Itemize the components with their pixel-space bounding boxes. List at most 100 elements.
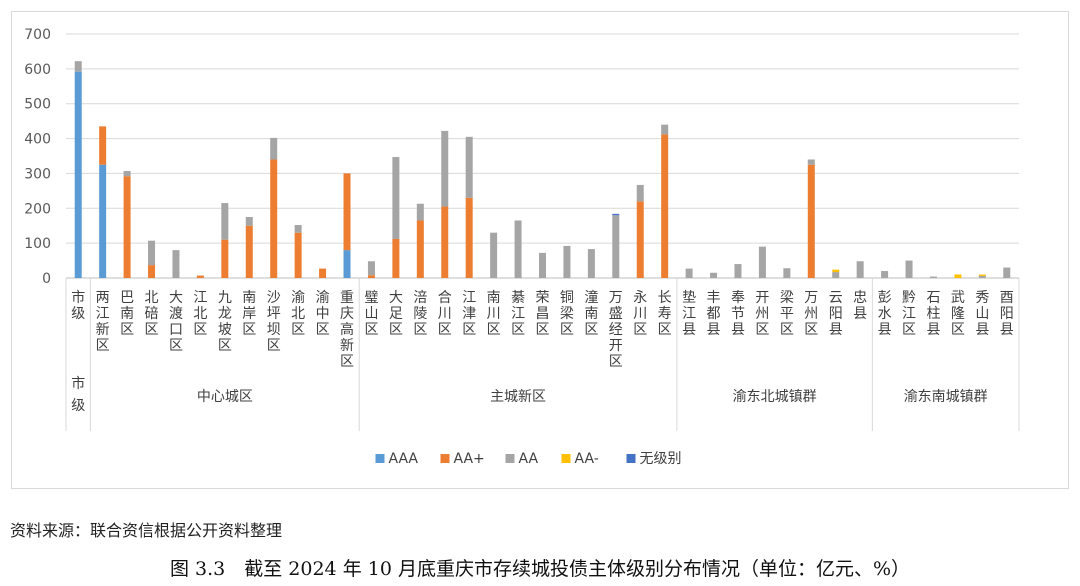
legend-swatch [505, 454, 515, 463]
x-tick-label: 涪陵区 [413, 290, 427, 338]
legend-label: AA+ [454, 451, 485, 467]
x-tick-label: 九龙坡区 [218, 290, 232, 354]
x-tick-label: 江津区 [462, 290, 476, 338]
legend-label: AA [519, 451, 539, 467]
legend-swatch [561, 454, 571, 463]
bar-segment [123, 170, 131, 177]
bar-segment [856, 261, 864, 278]
x-tick-label: 南川区 [487, 290, 501, 338]
x-tick-label: 重庆高新区 [340, 290, 354, 370]
bar-segment [465, 197, 473, 278]
x-tick-label: 潼南区 [584, 289, 598, 338]
legend-label: AAA [389, 451, 419, 467]
bar-segment [392, 157, 400, 239]
source-note: 资料来源：联合资信根据公开资料整理 [10, 521, 283, 540]
x-tick-label: 长寿区 [658, 290, 672, 338]
bar-segment [710, 272, 718, 278]
group-label: 主城新区 [490, 389, 546, 405]
bar-segment [416, 203, 424, 221]
x-tick-label: 万盛经开区 [609, 290, 623, 370]
x-tick-label: 大渡口区 [169, 290, 183, 354]
x-tick-label: 奉节县 [731, 290, 745, 338]
bar-segment [343, 173, 351, 251]
y-tick-label: 300 [24, 166, 51, 182]
y-tick-label: 100 [24, 236, 51, 252]
x-tick-label: 璧山区 [364, 289, 378, 338]
x-tick-label: 北碚区 [145, 290, 159, 338]
x-tick-label: 两江新区 [96, 290, 110, 354]
x-tick-label: 巴南区 [120, 290, 134, 338]
y-tick-label: 700 [24, 27, 51, 43]
x-tick-label: 铜梁区 [560, 290, 574, 338]
y-tick-label: 0 [42, 271, 51, 287]
x-tick-label: 彭水县 [878, 290, 892, 338]
legend-label: 无级别 [640, 451, 682, 467]
x-tick-label: 大足区 [389, 290, 403, 338]
x-tick-label: 酉阳县 [1000, 290, 1014, 338]
bar-segment [685, 268, 693, 278]
stacked-bar-chart: 0100200300400500600700市级两江新区巴南区北碚区大渡口区江北… [24, 27, 1020, 467]
bar-segment [612, 213, 620, 216]
x-tick-label: 丰都县 [707, 290, 721, 338]
x-tick-label: 垫江县 [682, 290, 696, 338]
group-label: 渝东南城镇群 [904, 389, 988, 405]
x-tick-label: 石柱县 [926, 290, 940, 338]
x-tick-label: 忠县 [853, 290, 867, 322]
legend-swatch [375, 454, 385, 463]
legend-swatch [626, 454, 636, 463]
bar-segment [416, 220, 424, 278]
bar-segment [978, 275, 986, 278]
bar-segment [954, 274, 962, 278]
bar-segment [612, 215, 620, 278]
x-tick-label: 黔江区 [902, 290, 916, 338]
x-tick-label: 开州区 [755, 290, 769, 338]
x-tick-label: 市级 [71, 289, 85, 322]
bar-segment [172, 250, 180, 278]
bar-segment [978, 274, 986, 276]
group-label: 渝东北城镇群 [733, 389, 817, 405]
x-tick-label: 荣昌区 [536, 290, 550, 338]
x-tick-label: 綦江区 [511, 290, 525, 338]
y-tick-label: 400 [24, 132, 51, 148]
group-label: 中心城区 [197, 389, 253, 405]
x-tick-label: 沙坪坝区 [267, 290, 281, 354]
bar-segment [636, 184, 644, 202]
bar-segment [74, 71, 82, 278]
bar-segment [367, 275, 375, 278]
bar-segment [148, 265, 156, 278]
bar-segment [221, 203, 229, 240]
bar-segment [148, 240, 156, 266]
bar-segment [758, 246, 766, 278]
bar-segment [319, 268, 327, 278]
x-tick-label: 渝中区 [316, 290, 330, 338]
bar-segment [514, 220, 522, 278]
bar-segment [270, 137, 278, 160]
bar-segment [661, 134, 669, 278]
bar-segment [1003, 267, 1011, 278]
bar-segment [196, 275, 204, 278]
x-tick-label: 万州区 [804, 290, 818, 338]
x-tick-label: 南岸区 [242, 290, 256, 338]
x-tick-label: 梁平区 [780, 290, 794, 338]
bar-segment [929, 276, 937, 278]
bar-segment [343, 250, 351, 278]
legend-swatch [440, 454, 450, 463]
bar-segment [636, 201, 644, 278]
bar-segment [832, 269, 840, 273]
x-tick-label: 合川区 [438, 290, 452, 338]
bar-segment [661, 124, 669, 135]
y-tick-label: 600 [24, 62, 51, 78]
bar-segment [270, 159, 278, 278]
bar-segment [441, 206, 449, 278]
x-tick-label: 云阳县 [829, 290, 843, 338]
bar-segment [99, 126, 107, 165]
y-tick-label: 200 [24, 201, 51, 217]
bar-segment [245, 225, 253, 278]
bar-segment [881, 271, 889, 278]
bar-segment [245, 217, 253, 226]
bar-segment [832, 272, 840, 278]
legend-label: AA- [575, 451, 599, 467]
bar-segment [294, 232, 302, 278]
bar-segment [539, 252, 546, 278]
chart-frame: 0 100 200 300 400 500 600 700 市级 两江新区 巴南区 北碚区 大渡口区 江北… [11, 11, 1069, 489]
